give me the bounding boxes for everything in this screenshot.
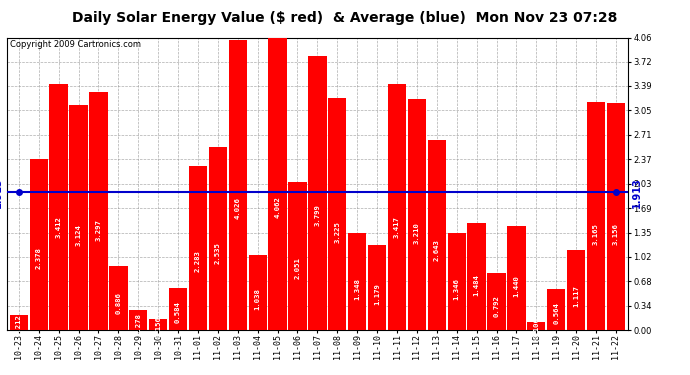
Bar (169, 288, 187, 330)
Text: 0.584: 0.584 (175, 302, 181, 323)
Text: 3.165: 3.165 (593, 223, 599, 245)
Bar (268, 38, 287, 330)
Bar (129, 310, 148, 330)
Bar (487, 273, 506, 330)
Text: 1.117: 1.117 (573, 285, 579, 307)
Bar (408, 99, 426, 330)
Bar (189, 165, 207, 330)
Bar (208, 147, 227, 330)
Text: Daily Solar Energy Value ($ red)  & Average (blue)  Mon Nov 23 07:28: Daily Solar Energy Value ($ red) & Avera… (72, 11, 618, 25)
Bar (328, 98, 346, 330)
Text: 2.643: 2.643 (434, 239, 440, 261)
Text: 3.156: 3.156 (613, 224, 619, 246)
Bar (89, 93, 108, 330)
Text: 3.210: 3.210 (414, 222, 420, 244)
Bar (468, 223, 486, 330)
Text: 1.440: 1.440 (513, 276, 520, 297)
Text: 0.278: 0.278 (135, 313, 141, 335)
Text: 1.346: 1.346 (454, 278, 460, 300)
Text: 0.564: 0.564 (553, 302, 560, 324)
Text: 1.038: 1.038 (255, 288, 261, 309)
Bar (228, 40, 247, 330)
Text: 4.062: 4.062 (275, 196, 281, 218)
Bar (109, 266, 128, 330)
Bar (547, 290, 565, 330)
Text: Copyright 2009 Cartronics.com: Copyright 2009 Cartronics.com (10, 40, 141, 50)
Bar (149, 319, 167, 330)
Text: 1.484: 1.484 (473, 274, 480, 296)
Text: 4.026: 4.026 (235, 197, 241, 219)
Bar (70, 105, 88, 330)
Bar (368, 245, 386, 330)
Text: 0.886: 0.886 (115, 292, 121, 314)
Text: 0.156: 0.156 (155, 316, 161, 338)
Text: 1.913: 1.913 (0, 177, 3, 207)
Bar (348, 233, 366, 330)
Bar (308, 56, 326, 330)
Bar (607, 103, 625, 330)
Bar (288, 182, 306, 330)
Text: 2.535: 2.535 (215, 242, 221, 264)
Bar (527, 322, 546, 330)
Text: 2.051: 2.051 (295, 257, 301, 279)
Text: 0.212: 0.212 (16, 315, 22, 336)
Text: 3.799: 3.799 (315, 204, 320, 226)
Bar (50, 84, 68, 330)
Bar (448, 233, 466, 330)
Text: 3.124: 3.124 (75, 225, 81, 246)
Bar (248, 255, 267, 330)
Text: 3.225: 3.225 (334, 222, 340, 243)
Bar (567, 249, 585, 330)
Bar (428, 140, 446, 330)
Bar (10, 315, 28, 330)
Text: 2.283: 2.283 (195, 250, 201, 272)
Text: 0.792: 0.792 (493, 295, 500, 317)
Text: 2.378: 2.378 (36, 247, 42, 269)
Text: 1.913: 1.913 (632, 177, 642, 207)
Text: 1.348: 1.348 (354, 278, 360, 300)
Text: 3.417: 3.417 (394, 216, 400, 237)
Text: 1.179: 1.179 (374, 284, 380, 305)
Text: 3.297: 3.297 (95, 219, 101, 241)
Text: 0.106: 0.106 (533, 317, 540, 339)
Bar (388, 84, 406, 330)
Bar (587, 102, 605, 330)
Bar (30, 159, 48, 330)
Text: 3.412: 3.412 (56, 216, 61, 238)
Bar (507, 226, 526, 330)
